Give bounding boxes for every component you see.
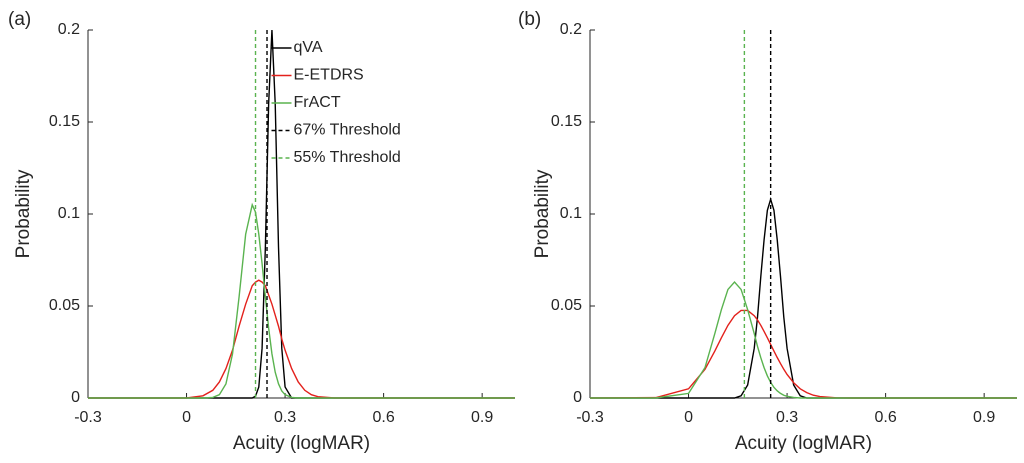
series-line xyxy=(88,279,515,399)
x-axis-label: Acuity (logMAR) xyxy=(735,433,872,454)
y-tick-label: 0.1 xyxy=(58,205,80,222)
series-line xyxy=(590,281,1017,399)
x-tick-label: 0.6 xyxy=(874,409,896,426)
y-axis-label: Probability xyxy=(532,169,553,258)
x-tick-label: -0.3 xyxy=(576,409,604,426)
series-line xyxy=(590,196,1017,399)
y-tick-label: 0.2 xyxy=(58,21,80,38)
y-tick-label: 0.05 xyxy=(551,297,582,314)
legend-label: E-ETDRS xyxy=(294,67,364,84)
legend-label: 55% Threshold xyxy=(294,149,401,166)
y-tick-label: 0.15 xyxy=(49,113,80,130)
legend-label: qVA xyxy=(294,39,323,56)
legend-label: 67% Threshold xyxy=(294,122,401,139)
panel-label: (a) xyxy=(8,9,31,30)
x-tick-label: 0.3 xyxy=(776,409,798,426)
y-axis-label: Probability xyxy=(13,169,34,258)
x-tick-label: 0 xyxy=(684,409,693,426)
x-axis-label: Acuity (logMAR) xyxy=(233,433,370,454)
y-tick-label: 0.2 xyxy=(560,21,582,38)
y-tick-label: 0 xyxy=(71,389,80,406)
x-tick-label: 0.9 xyxy=(973,409,995,426)
x-tick-label: 0.3 xyxy=(274,409,296,426)
x-tick-label: 0.9 xyxy=(471,409,493,426)
panel-label: (b) xyxy=(518,9,541,30)
y-tick-label: 0.1 xyxy=(560,205,582,222)
y-tick-label: 0.15 xyxy=(551,113,582,130)
y-tick-label: 0 xyxy=(573,389,582,406)
x-tick-label: -0.3 xyxy=(74,409,102,426)
x-tick-label: 0.6 xyxy=(372,409,394,426)
series-line xyxy=(88,29,515,399)
y-tick-label: 0.05 xyxy=(49,297,80,314)
x-tick-label: 0 xyxy=(182,409,191,426)
legend-label: FrACT xyxy=(294,94,341,111)
series-line xyxy=(88,202,515,399)
series-line xyxy=(589,309,1017,399)
